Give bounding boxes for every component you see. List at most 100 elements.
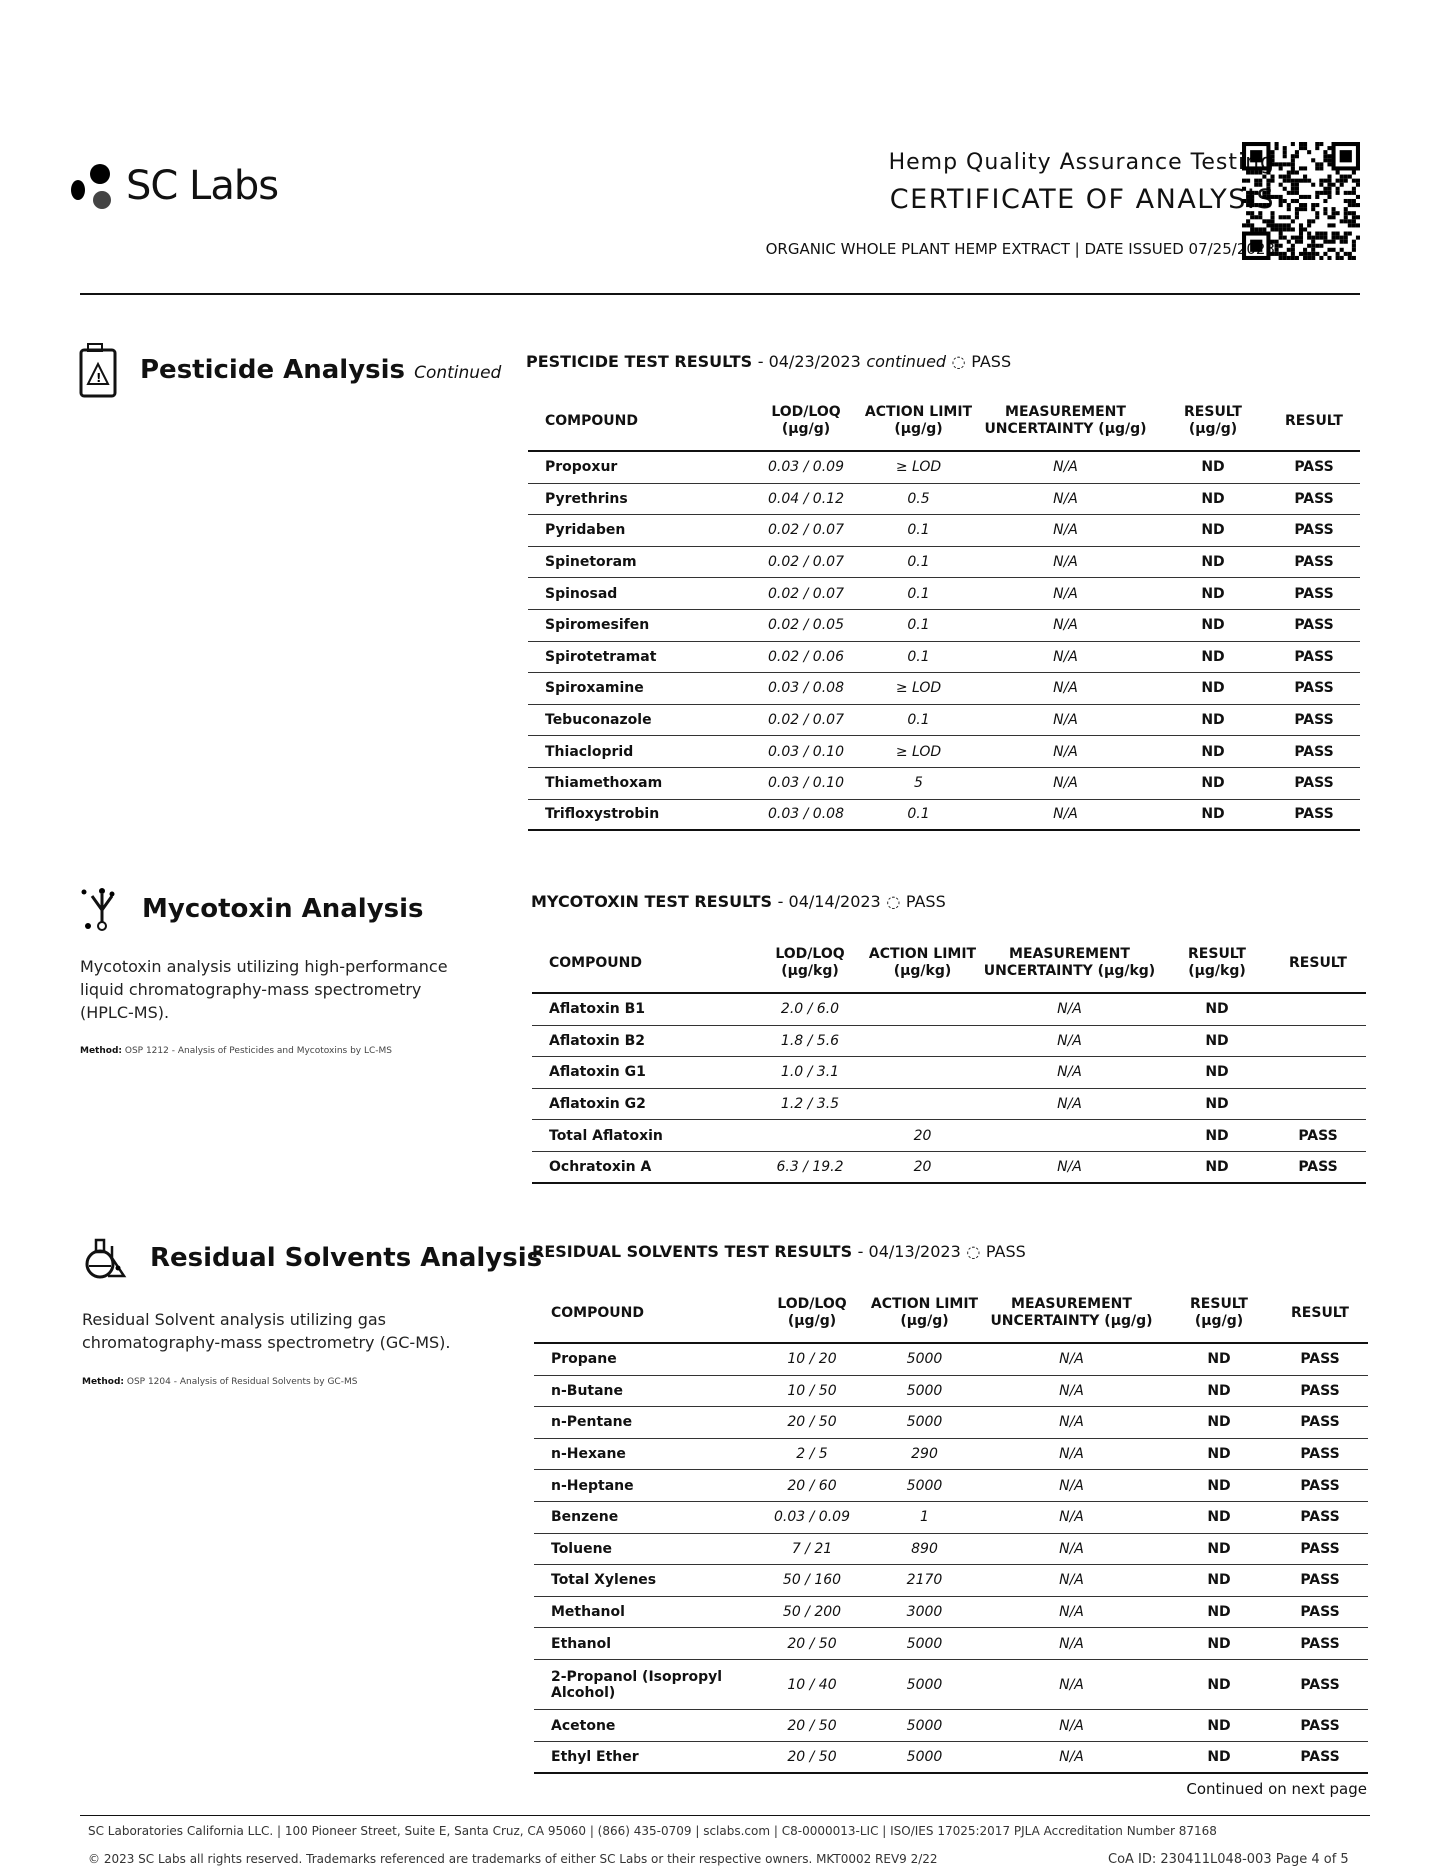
compound: Spirotetramat [545,648,657,665]
compound: Spinosad [545,585,618,602]
table-row: Ethyl Ether 20 / 50 5000 N/A ND PASS [534,1742,1368,1774]
qr-code-icon[interactable] [1242,142,1360,260]
result-value: ND [1201,585,1225,602]
lod-loq: 20 / 50 [787,1717,837,1734]
continued-label: Continued [414,363,502,383]
result-status: PASS [1300,1717,1340,1734]
column-header: LOD/LOQ (µg/kg) [775,946,845,979]
table-row: n-Heptane 20 / 60 5000 N/A ND PASS [534,1470,1368,1502]
action-limit: 20 [913,1158,932,1175]
column-header: RESULT [1291,1304,1349,1321]
compound: n-Butane [551,1382,624,1399]
action-limit: 5000 [906,1717,943,1734]
result-status: PASS [1300,1635,1340,1652]
lod-loq: 0.02 / 0.07 [768,522,844,539]
result-status: PASS [1300,1572,1340,1589]
result-status: PASS [1294,806,1334,823]
column-header: ACTION LIMIT (µg/kg) [868,946,977,979]
compound: Trifloxystrobin [545,806,660,823]
status-pass: PASS [971,352,1012,371]
action-limit: 0.1 [907,522,930,539]
status-pass: PASS [985,1242,1026,1261]
measurement-uncertainty: N/A [1057,1064,1082,1081]
compound: Thiacloprid [545,743,634,760]
table-row: Spirotetramat 0.02 / 0.06 0.1 N/A ND PASS [528,642,1360,674]
table-row: n-Butane 10 / 50 5000 N/A ND PASS [534,1376,1368,1408]
svg-text:!: ! [96,371,101,385]
compound: Spinetoram [545,554,637,571]
method-label: Method: [82,1377,124,1387]
column-header: MEASUREMENT UNCERTAINTY (µg/g) [984,404,1147,437]
table-row: Trifloxystrobin 0.03 / 0.08 0.1 N/A ND PASS [528,800,1360,832]
column-header: RESULT (µg/g) [1190,1296,1248,1329]
product-name: ORGANIC WHOLE PLANT HEMP EXTRACT [765,240,1070,258]
column-header: RESULT [1289,954,1347,971]
table-row: Propane 10 / 20 5000 N/A ND PASS [534,1344,1368,1376]
result-status: PASS [1300,1540,1340,1557]
action-limit: 0.1 [907,617,930,634]
compound: n-Heptane [551,1477,634,1494]
result-value: ND [1201,554,1225,571]
action-limit: 0.5 [907,490,930,507]
measurement-uncertainty: N/A [1057,1001,1082,1018]
compound: n-Pentane [551,1414,633,1431]
table-row: Acetone 20 / 50 5000 N/A ND PASS [534,1710,1368,1743]
action-limit: 5000 [906,1477,943,1494]
column-header: MEASUREMENT UNCERTAINTY (µg/g) [990,1296,1153,1329]
lod-loq: 10 / 20 [787,1351,837,1368]
lod-loq: 10 / 40 [787,1676,837,1693]
action-limit: 5000 [906,1635,943,1652]
measurement-uncertainty: N/A [1057,1032,1082,1049]
measurement-uncertainty: N/A [1059,1509,1084,1526]
result-status: PASS [1294,648,1334,665]
result-value: ND [1201,775,1225,792]
table-row: Methanol 50 / 200 3000 N/A ND PASS [534,1597,1368,1629]
result-value: ND [1205,1064,1229,1081]
result-status: PASS [1294,554,1334,571]
logo-mark-icon [71,164,111,209]
result-value: ND [1207,1604,1231,1621]
result-value: ND [1207,1382,1231,1399]
mycotoxin-fungus-icon [81,888,115,931]
result-value: ND [1201,490,1225,507]
solvents-description: Residual Solvent analysis utilizing gas … [82,1310,451,1352]
table-row: Pyridaben 0.02 / 0.07 0.1 N/A ND PASS [528,515,1360,547]
lod-loq: 50 / 160 [782,1572,842,1589]
table-header: COMPOUND LOD/LOQ (µg/g) ACTION LIMIT (µg/g… [534,1284,1368,1344]
table-row: Ethanol 20 / 50 5000 N/A ND PASS [534,1628,1368,1660]
table-row: Thiacloprid 0.03 / 0.10 ≥ LOD N/A ND PASS [528,736,1360,768]
lod-loq: 0.02 / 0.07 [768,554,844,571]
lod-loq: 20 / 50 [787,1414,837,1431]
footer-address: SC Laboratories California LLC. | 100 Pi… [88,1824,1217,1838]
compound: Spiroxamine [545,680,644,697]
result-status: PASS [1298,1158,1338,1175]
result-value: ND [1207,1572,1231,1589]
compound: Spiromesifen [545,617,650,634]
action-limit: 5000 [906,1676,943,1693]
footer-copyright: © 2023 SC Labs all rights reserved. Trad… [88,1852,938,1866]
result-value: ND [1201,648,1225,665]
column-header: COMPOUND [551,1304,644,1321]
result-value: ND [1207,1635,1231,1652]
result-status: PASS [1300,1414,1340,1431]
compound: Benzene [551,1509,619,1526]
date-issued: DATE ISSUED 07/25/2023 [1084,240,1276,258]
compound: Propoxur [545,459,618,476]
result-value: ND [1201,522,1225,539]
product-line: ORGANIC WHOLE PLANT HEMP EXTRACT | DATE … [765,240,1276,258]
compound: Total Xylenes [551,1572,657,1589]
result-status: PASS [1300,1604,1340,1621]
compound: Propane [551,1351,617,1368]
action-limit: 5000 [906,1414,943,1431]
result-status: PASS [1294,712,1334,729]
result-value: ND [1207,1477,1231,1494]
result-value: ND [1207,1446,1231,1463]
result-status: PASS [1298,1127,1338,1144]
table-title-text: PESTICIDE TEST RESULTS [526,352,753,371]
report-subtitle: Hemp Quality Assurance Testing [888,150,1275,175]
compound: Ochratoxin A [549,1158,652,1175]
result-status: PASS [1300,1351,1340,1368]
method-label: Method: [80,1046,122,1056]
measurement-uncertainty: N/A [1059,1382,1084,1399]
measurement-uncertainty: N/A [1057,1096,1082,1113]
